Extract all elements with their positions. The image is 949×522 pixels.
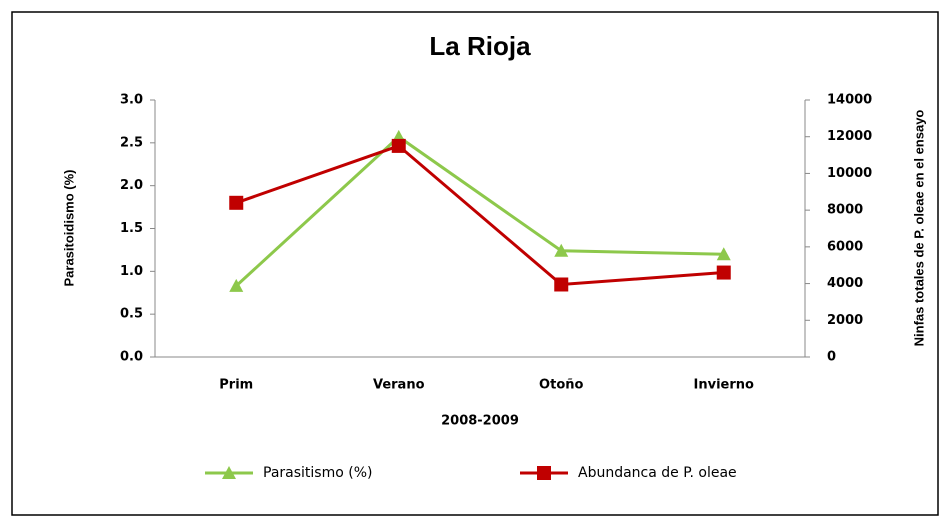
marker: [554, 243, 569, 257]
y2-tick-label: 4000: [827, 276, 863, 291]
y2-tick-label: 10000: [827, 166, 872, 181]
x-tick-label: Otoño: [539, 378, 583, 393]
marker: [229, 278, 244, 292]
y2-tick-label: 6000: [827, 239, 863, 254]
y-tick-label: 0.0: [120, 350, 143, 365]
y-tick-label: 1.0: [120, 264, 143, 279]
y2-axis-label: Ninfas totales de P. oleae en el ensayo: [911, 110, 926, 347]
marker: [537, 466, 551, 480]
legend-label: Parasitismo (%): [263, 465, 372, 481]
chart-title: La Rioja: [429, 31, 531, 61]
y-tick-label: 0.5: [120, 307, 143, 322]
series-line: [235, 144, 724, 287]
marker: [391, 138, 406, 153]
y2-tick-label: 14000: [827, 93, 872, 108]
y2-tick-label: 8000: [827, 203, 863, 218]
y2-tick-label: 0: [827, 350, 836, 365]
y-tick-label: 2.0: [120, 178, 143, 193]
marker: [554, 277, 569, 292]
marker: [716, 247, 731, 261]
marker: [716, 265, 731, 280]
y-tick-label: 2.5: [120, 135, 143, 150]
chart-frame: [11, 11, 939, 516]
y2-tick-label: 12000: [827, 129, 872, 144]
x-axis-label: 2008-2009: [441, 414, 519, 429]
legend-label: Abundanca de P. oleae: [578, 465, 737, 481]
marker: [222, 466, 236, 479]
x-tick-label: Invierno: [694, 378, 755, 393]
marker: [229, 195, 244, 210]
y-tick-label: 1.5: [120, 221, 143, 236]
x-tick-label: Verano: [373, 378, 425, 393]
y-axis-label: Parasitoidismo (%): [61, 169, 76, 286]
y-tick-label: 3.0: [120, 93, 143, 108]
series-line: [235, 134, 724, 288]
y2-tick-label: 2000: [827, 313, 863, 328]
x-tick-label: Prim: [219, 378, 253, 393]
